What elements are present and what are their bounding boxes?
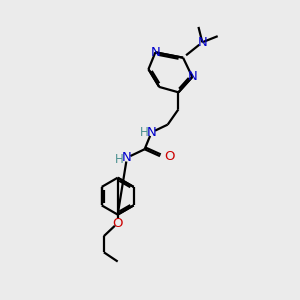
Text: O: O	[165, 150, 175, 163]
Text: N: N	[122, 151, 132, 164]
Text: N: N	[151, 46, 160, 59]
Text: H: H	[115, 153, 124, 166]
Text: N: N	[197, 36, 207, 49]
Text: O: O	[112, 217, 123, 230]
Text: N: N	[188, 70, 197, 83]
Text: N: N	[147, 126, 156, 139]
Text: H: H	[140, 126, 148, 139]
